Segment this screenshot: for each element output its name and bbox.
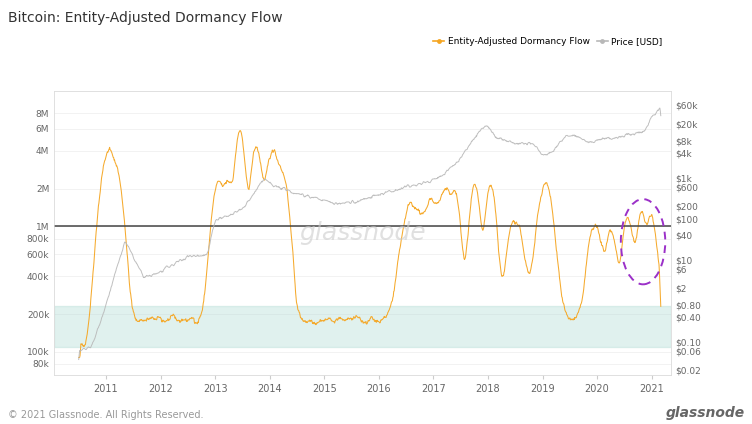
Legend: Entity-Adjusted Dormancy Flow, Price [USD]: Entity-Adjusted Dormancy Flow, Price [US… [429, 33, 666, 50]
Text: © 2021 Glassnode. All Rights Reserved.: © 2021 Glassnode. All Rights Reserved. [8, 410, 203, 420]
Text: glassnode: glassnode [666, 406, 744, 420]
Text: glassnode: glassnode [299, 221, 426, 245]
Bar [54, 307, 671, 346]
Text: Bitcoin: Entity-Adjusted Dormancy Flow: Bitcoin: Entity-Adjusted Dormancy Flow [8, 11, 282, 25]
